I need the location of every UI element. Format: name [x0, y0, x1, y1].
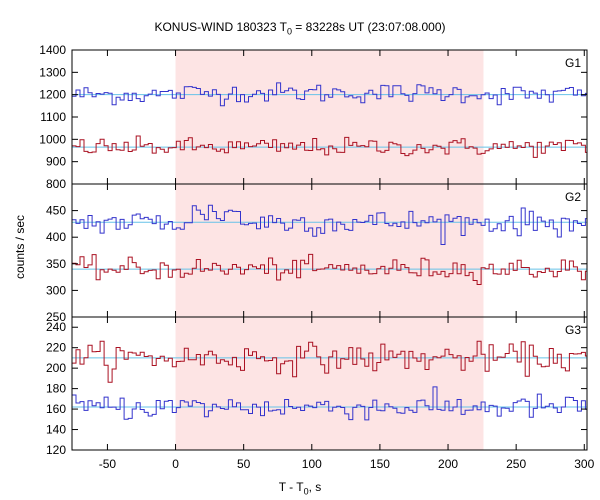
- series-red-g1: [72, 135, 587, 158]
- y-tick-label: 120: [46, 443, 66, 457]
- panel-g1: 800 900 1000 1100 1200 1300 1400 G1: [39, 43, 588, 191]
- highlight-interval: [175, 184, 484, 317]
- x-axis-label: T - T0, s: [278, 480, 322, 497]
- y-tick-label: 160: [46, 402, 66, 416]
- panel-label: G1: [565, 56, 581, 70]
- series-blue-g2: [72, 204, 587, 245]
- panel-frame: [71, 316, 588, 451]
- y-tick-label: 1000: [39, 132, 66, 146]
- x-tick-label: 150: [370, 457, 390, 471]
- y-tick-label: 250: [46, 310, 66, 324]
- y-tick-label: 180: [46, 382, 66, 396]
- panel-g2: 250 300 350 400 450 G2: [46, 183, 588, 324]
- x-tick-label: 250: [506, 457, 526, 471]
- chart-title: KONUS-WIND 180323 T0 = 83228s UT (23:07:…: [154, 20, 446, 37]
- highlight-interval: [175, 317, 484, 450]
- y-tick-label: 140: [46, 423, 66, 437]
- panel-label: G2: [565, 190, 581, 204]
- y-tick-label: 1300: [39, 65, 66, 79]
- y-tick-label: 220: [46, 341, 66, 355]
- y-tick-label: 1100: [40, 110, 66, 124]
- y-tick-label: 300: [46, 283, 66, 297]
- y-tick-label: 350: [46, 257, 66, 271]
- x-tick-label: 100: [302, 457, 322, 471]
- series-blue-g3: [72, 386, 587, 421]
- x-tick-label: -50: [99, 457, 117, 471]
- y-tick-label: 240: [46, 320, 66, 334]
- y-tick-label: 900: [46, 155, 66, 169]
- y-tick-label: 1400: [39, 43, 66, 57]
- x-tick-label: 300: [574, 457, 594, 471]
- y-tick-label: 400: [46, 230, 66, 244]
- y-tick-label: 800: [46, 177, 66, 191]
- x-tick-label: 50: [237, 457, 251, 471]
- x-tick-label: 200: [438, 457, 458, 471]
- y-tick-label: 450: [46, 204, 66, 218]
- highlight-interval: [175, 50, 484, 184]
- x-tick-label: 0: [172, 457, 179, 471]
- series-red-g3: [72, 340, 587, 383]
- y-tick-label: 1200: [39, 88, 66, 102]
- series-red-g2: [72, 253, 587, 285]
- y-tick-label: 200: [46, 361, 66, 375]
- panel-g3: 120 140 160 180 200 220 240 G3: [46, 316, 588, 457]
- y-axis-label: counts / sec: [13, 214, 27, 280]
- series-blue-g1: [72, 82, 587, 107]
- panel-label: G3: [565, 323, 581, 337]
